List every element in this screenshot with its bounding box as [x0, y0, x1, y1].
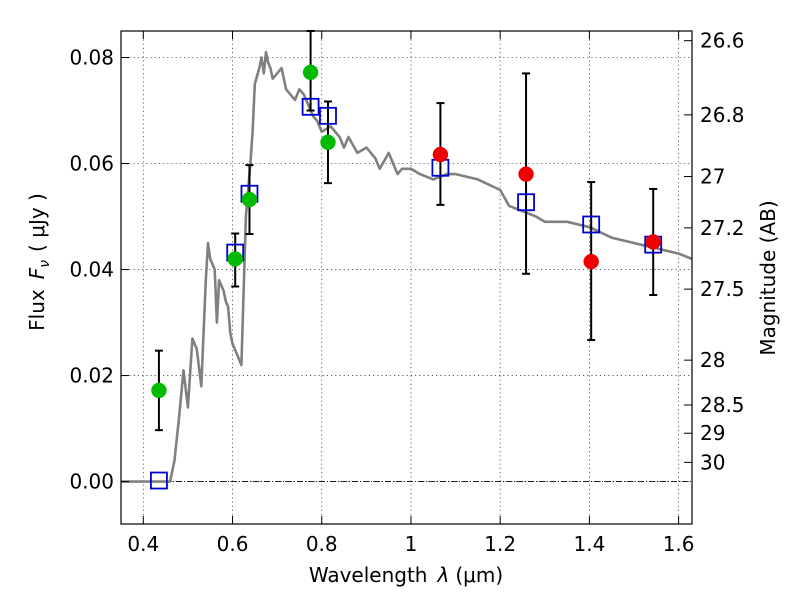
x-tick-label: 0.4 [127, 532, 159, 556]
red-data-point [518, 166, 534, 182]
magnitude-tick-label: 28.5 [700, 393, 745, 417]
x-axis-title: Wavelength λ (μm) [309, 563, 503, 587]
magnitude-tick-label: 26.6 [700, 29, 745, 53]
model-sed-curve [121, 50, 693, 483]
marker-layer [150, 64, 663, 490]
y-axis-title: Flux Fν ( μJy ) [25, 193, 53, 331]
model-photometry-square [582, 215, 601, 234]
magnitude-tick-label: 27.5 [700, 277, 745, 301]
y-axis-title-text: Flux [25, 289, 49, 331]
model-photometry-square [517, 193, 535, 212]
model-photometry-square [319, 106, 337, 125]
green-data-point [241, 191, 258, 208]
magnitude-tick-label: 27.2 [700, 216, 745, 240]
y-axis-symbol-subscript: ν [37, 260, 53, 268]
green-data-point [151, 382, 167, 399]
model-photometry-square [150, 471, 168, 490]
y2-axis-title: Magnitude (AB) [756, 200, 780, 355]
x-tick-label: 1.2 [484, 532, 516, 556]
magnitude-tick-label: 29 [700, 421, 725, 445]
magnitude-tick-label: 28 [700, 348, 725, 372]
red-data-point [432, 146, 449, 163]
plot-frame [120, 30, 693, 525]
y-axis-unit: ( μJy ) [25, 193, 49, 252]
magnitude-tick-label: 26.8 [700, 103, 745, 127]
x-tick-label: 0.6 [217, 532, 249, 556]
magnitude-tick-label: 27 [700, 165, 725, 189]
y-tick-label: 0.00 [69, 470, 114, 494]
y-tick-label: 0.08 [69, 46, 114, 70]
magnitude-tick-label: 30 [700, 450, 725, 474]
x-axis-symbol: λ [437, 563, 450, 587]
x-tick-label: 1 [405, 532, 418, 556]
y-tick-label: 0.04 [69, 258, 114, 282]
x-tick-label: 0.8 [306, 532, 338, 556]
green-data-point [227, 251, 243, 267]
red-data-point [645, 234, 661, 250]
green-data-point [302, 64, 319, 81]
x-axis-title-text: Wavelength [309, 563, 428, 587]
x-axis-unit: (μm) [455, 563, 503, 587]
x-tick-label: 1.6 [663, 532, 695, 556]
model-photometry-square [301, 97, 320, 116]
red-data-point [583, 253, 599, 270]
y-axis-symbol: F [25, 267, 49, 279]
tick-labels: 0.4 0.6 0.8 1 1.2 1.4 1.6 0.00 0.02 0.04 0.06 0.08 2… [69, 29, 744, 556]
tick-marks [121, 31, 692, 524]
x-tick-label: 1.4 [573, 532, 605, 556]
y-tick-label: 0.02 [69, 364, 114, 388]
y-tick-label: 0.06 [69, 152, 114, 176]
green-data-point [320, 134, 336, 151]
model-sed-layer [121, 50, 693, 483]
